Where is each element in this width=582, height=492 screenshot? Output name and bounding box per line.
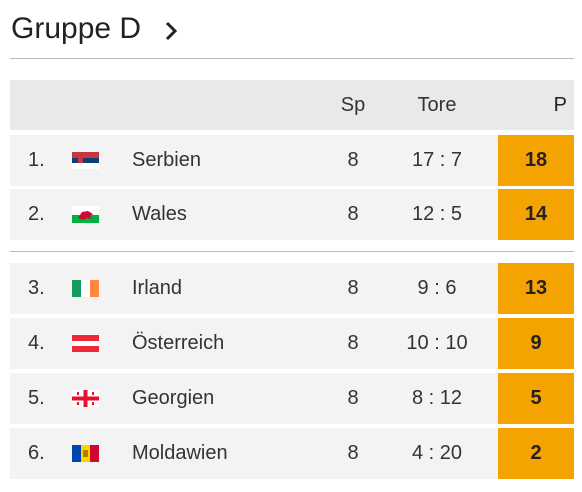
rank: 2. <box>28 203 45 225</box>
flag-icon <box>72 390 99 407</box>
rank: 6. <box>28 442 45 464</box>
goals: 4 : 20 <box>411 442 463 464</box>
rank: 1. <box>28 149 45 171</box>
goals: 17 : 7 <box>411 149 463 171</box>
flag-icon <box>72 152 99 169</box>
games-played: 8 <box>347 203 359 225</box>
points: 9 <box>498 318 574 369</box>
rank: 4. <box>28 332 45 354</box>
team-name: Irland <box>132 277 183 299</box>
flag-icon <box>72 445 99 462</box>
games-played: 8 <box>347 442 359 464</box>
table-row: 3. Irland 8 9 : 6 13 <box>10 263 574 314</box>
points: 18 <box>498 135 574 186</box>
group-title[interactable]: Gruppe D <box>11 12 142 45</box>
games-played: 8 <box>347 332 359 354</box>
points: 14 <box>498 189 574 240</box>
chevron-icon[interactable] <box>164 20 178 42</box>
team-name: Wales <box>132 203 187 225</box>
column-header: P <box>553 94 567 116</box>
points: 2 <box>498 428 574 479</box>
goals: 10 : 10 <box>406 332 468 354</box>
table-row: 4. Österreich 8 10 : 10 9 <box>10 318 574 369</box>
divider <box>10 251 574 252</box>
table-row: 2. Wales 8 12 : 5 14 <box>10 189 574 240</box>
table-row: 1. Serbien 8 17 : 7 18 <box>10 135 574 186</box>
table-header: Sp Tore P <box>10 80 574 130</box>
flag-icon <box>72 335 99 352</box>
games-played: 8 <box>347 387 359 409</box>
games-played: 8 <box>347 277 359 299</box>
table-row: 6. Moldawien 8 4 : 20 2 <box>10 428 574 479</box>
rank: 5. <box>28 387 45 409</box>
goals: 9 : 6 <box>417 277 457 299</box>
team-name: Serbien <box>132 149 201 171</box>
column-header: Tore <box>417 94 457 116</box>
goals: 8 : 12 <box>411 387 463 409</box>
points: 5 <box>498 373 574 424</box>
team-name: Österreich <box>132 332 225 354</box>
flag-icon <box>72 280 99 297</box>
rank: 3. <box>28 277 45 299</box>
column-header: Sp <box>340 94 366 116</box>
games-played: 8 <box>347 149 359 171</box>
divider <box>10 58 574 59</box>
goals: 12 : 5 <box>411 203 463 225</box>
team-name: Moldawien <box>132 442 228 464</box>
points: 13 <box>498 263 574 314</box>
table-row: 5. Georgien 8 8 : 12 5 <box>10 373 574 424</box>
team-name: Georgien <box>132 387 215 409</box>
flag-icon <box>72 206 99 223</box>
